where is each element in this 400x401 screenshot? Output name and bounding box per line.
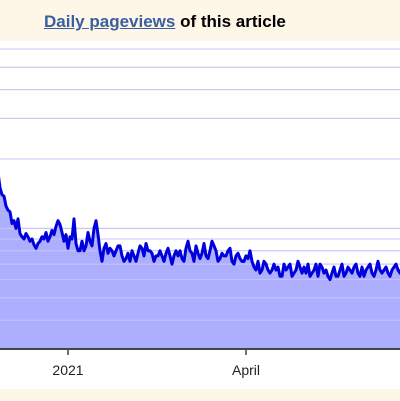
chart-title: Daily pageviews of this article bbox=[44, 12, 286, 32]
pageviews-line bbox=[0, 176, 400, 282]
plot-area: 2021 April bbox=[0, 41, 400, 389]
chart-header: Daily pageviews of this article bbox=[0, 12, 400, 38]
daily-pageviews-link[interactable]: Daily pageviews bbox=[44, 12, 176, 31]
chart-title-suffix: of this article bbox=[175, 12, 286, 31]
pageviews-area bbox=[0, 187, 400, 349]
x-ticks: 2021 April bbox=[52, 349, 260, 378]
x-tick-label: 2021 bbox=[52, 362, 83, 378]
x-tick-label: April bbox=[232, 362, 260, 378]
pageviews-chart: 2021 April bbox=[0, 48, 400, 378]
